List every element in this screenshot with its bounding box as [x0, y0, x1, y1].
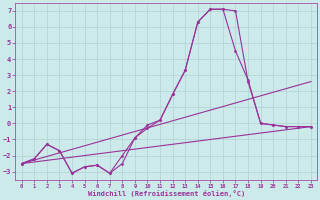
X-axis label: Windchill (Refroidissement éolien,°C): Windchill (Refroidissement éolien,°C) [88, 190, 245, 197]
